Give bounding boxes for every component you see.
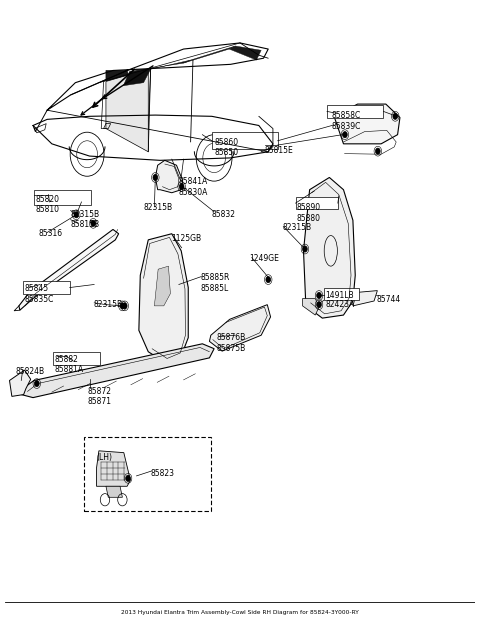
Polygon shape [353, 291, 377, 306]
Text: 1125GB: 1125GB [171, 235, 201, 243]
Circle shape [153, 175, 157, 180]
Circle shape [74, 212, 79, 218]
Text: 85841A
85830A: 85841A 85830A [179, 177, 208, 197]
Bar [35, 190, 91, 205]
Polygon shape [303, 177, 355, 318]
Bar [23, 281, 70, 294]
Bar [327, 105, 384, 117]
Text: 85885R
85885L: 85885R 85885L [200, 273, 229, 293]
Circle shape [393, 114, 397, 119]
Bar [84, 437, 211, 510]
Text: 85744: 85744 [376, 296, 401, 305]
Polygon shape [10, 370, 31, 396]
Circle shape [122, 303, 127, 309]
Circle shape [126, 475, 131, 481]
Polygon shape [106, 71, 130, 85]
Polygon shape [96, 451, 131, 486]
Text: 85820
85810: 85820 85810 [36, 195, 60, 214]
Polygon shape [183, 46, 235, 63]
Polygon shape [101, 69, 151, 129]
Text: 82315B: 82315B [144, 203, 173, 212]
Text: 82315B: 82315B [71, 210, 100, 220]
Text: 85890
85880: 85890 85880 [297, 203, 321, 223]
Circle shape [302, 246, 307, 252]
Text: 85824B: 85824B [15, 367, 44, 376]
Polygon shape [334, 104, 400, 144]
Circle shape [343, 132, 347, 138]
Circle shape [317, 301, 322, 308]
Polygon shape [155, 266, 170, 306]
Circle shape [91, 220, 96, 227]
Bar [212, 132, 277, 149]
Text: 1249GE: 1249GE [250, 254, 279, 263]
Text: 85823: 85823 [151, 469, 175, 478]
Text: (LH): (LH) [96, 452, 112, 462]
Text: 2013 Hyundai Elantra Trim Assembly-Cowl Side RH Diagram for 85824-3Y000-RY: 2013 Hyundai Elantra Trim Assembly-Cowl … [121, 610, 359, 615]
Text: 82423A: 82423A [325, 300, 355, 310]
Bar [296, 197, 338, 209]
Polygon shape [106, 486, 122, 497]
Polygon shape [21, 344, 214, 397]
Circle shape [180, 183, 184, 190]
Circle shape [35, 381, 39, 387]
Text: 85872
85871: 85872 85871 [87, 387, 111, 406]
Text: 85815E: 85815E [265, 145, 294, 155]
Circle shape [317, 293, 322, 298]
Bar [53, 353, 100, 364]
Circle shape [375, 148, 380, 154]
Polygon shape [139, 234, 188, 362]
Text: 85882
85881A: 85882 85881A [54, 355, 84, 374]
Polygon shape [302, 298, 319, 315]
Text: 85876B
85875B: 85876B 85875B [216, 333, 246, 353]
Text: 85858C
85839C: 85858C 85839C [332, 112, 361, 131]
Text: 1491LB: 1491LB [325, 291, 354, 300]
Text: 85845
85835C: 85845 85835C [24, 285, 54, 304]
Bar [324, 288, 359, 300]
Circle shape [266, 276, 271, 283]
Text: 82315B: 82315B [282, 223, 312, 232]
Polygon shape [123, 69, 151, 85]
Text: 85316: 85316 [39, 229, 63, 238]
Polygon shape [229, 46, 261, 60]
Polygon shape [209, 305, 271, 351]
Polygon shape [19, 230, 119, 310]
Polygon shape [106, 69, 148, 152]
Polygon shape [130, 60, 191, 72]
Circle shape [120, 303, 125, 309]
Text: 82315B: 82315B [93, 300, 122, 309]
Text: 85860
85850: 85860 85850 [214, 138, 238, 157]
Text: 85832: 85832 [212, 210, 236, 219]
Polygon shape [156, 160, 182, 193]
Text: 85815B: 85815B [71, 220, 100, 228]
